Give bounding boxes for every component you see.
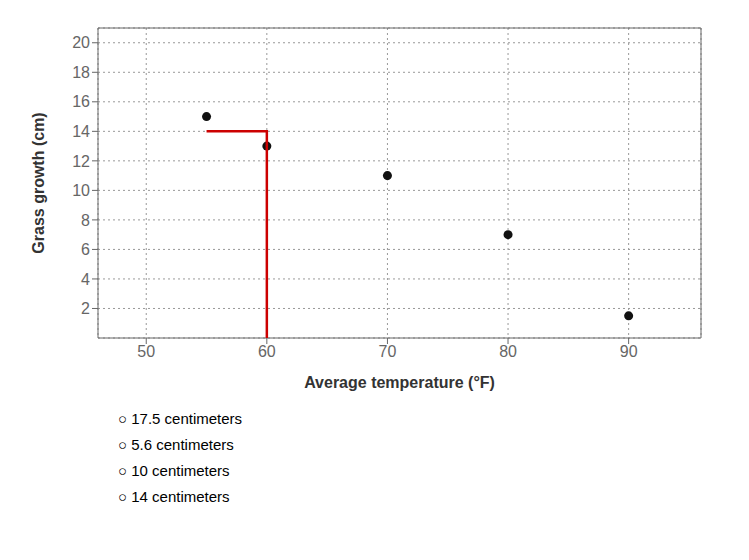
svg-text:12: 12 xyxy=(72,153,90,170)
svg-text:18: 18 xyxy=(72,64,90,81)
svg-text:10: 10 xyxy=(72,182,90,199)
html-text:○ 14 centimeters: ○ 14 centimeters xyxy=(118,488,230,505)
svg-text:50: 50 xyxy=(137,343,155,360)
svg-text:16: 16 xyxy=(72,93,90,110)
svg-text:Average temperature (°F): Average temperature (°F) xyxy=(304,374,495,391)
svg-text:6: 6 xyxy=(81,241,90,258)
svg-text:2: 2 xyxy=(81,300,90,317)
svg-text:14: 14 xyxy=(72,123,90,140)
svg-text:4: 4 xyxy=(81,271,90,288)
html-text:○ 17.5 centimeters: ○ 17.5 centimeters xyxy=(118,410,243,427)
svg-text:20: 20 xyxy=(72,34,90,51)
html-text:○ 10 centimeters: ○ 10 centimeters xyxy=(118,462,230,479)
svg-text:90: 90 xyxy=(620,343,638,360)
html-text:○ 5.6 centimeters: ○ 5.6 centimeters xyxy=(118,436,234,453)
svg-text:70: 70 xyxy=(379,343,397,360)
svg-text:80: 80 xyxy=(499,343,517,360)
svg-text:60: 60 xyxy=(258,343,276,360)
svg-text:Grass growth (cm): Grass growth (cm) xyxy=(30,112,47,253)
svg-text:8: 8 xyxy=(81,212,90,229)
